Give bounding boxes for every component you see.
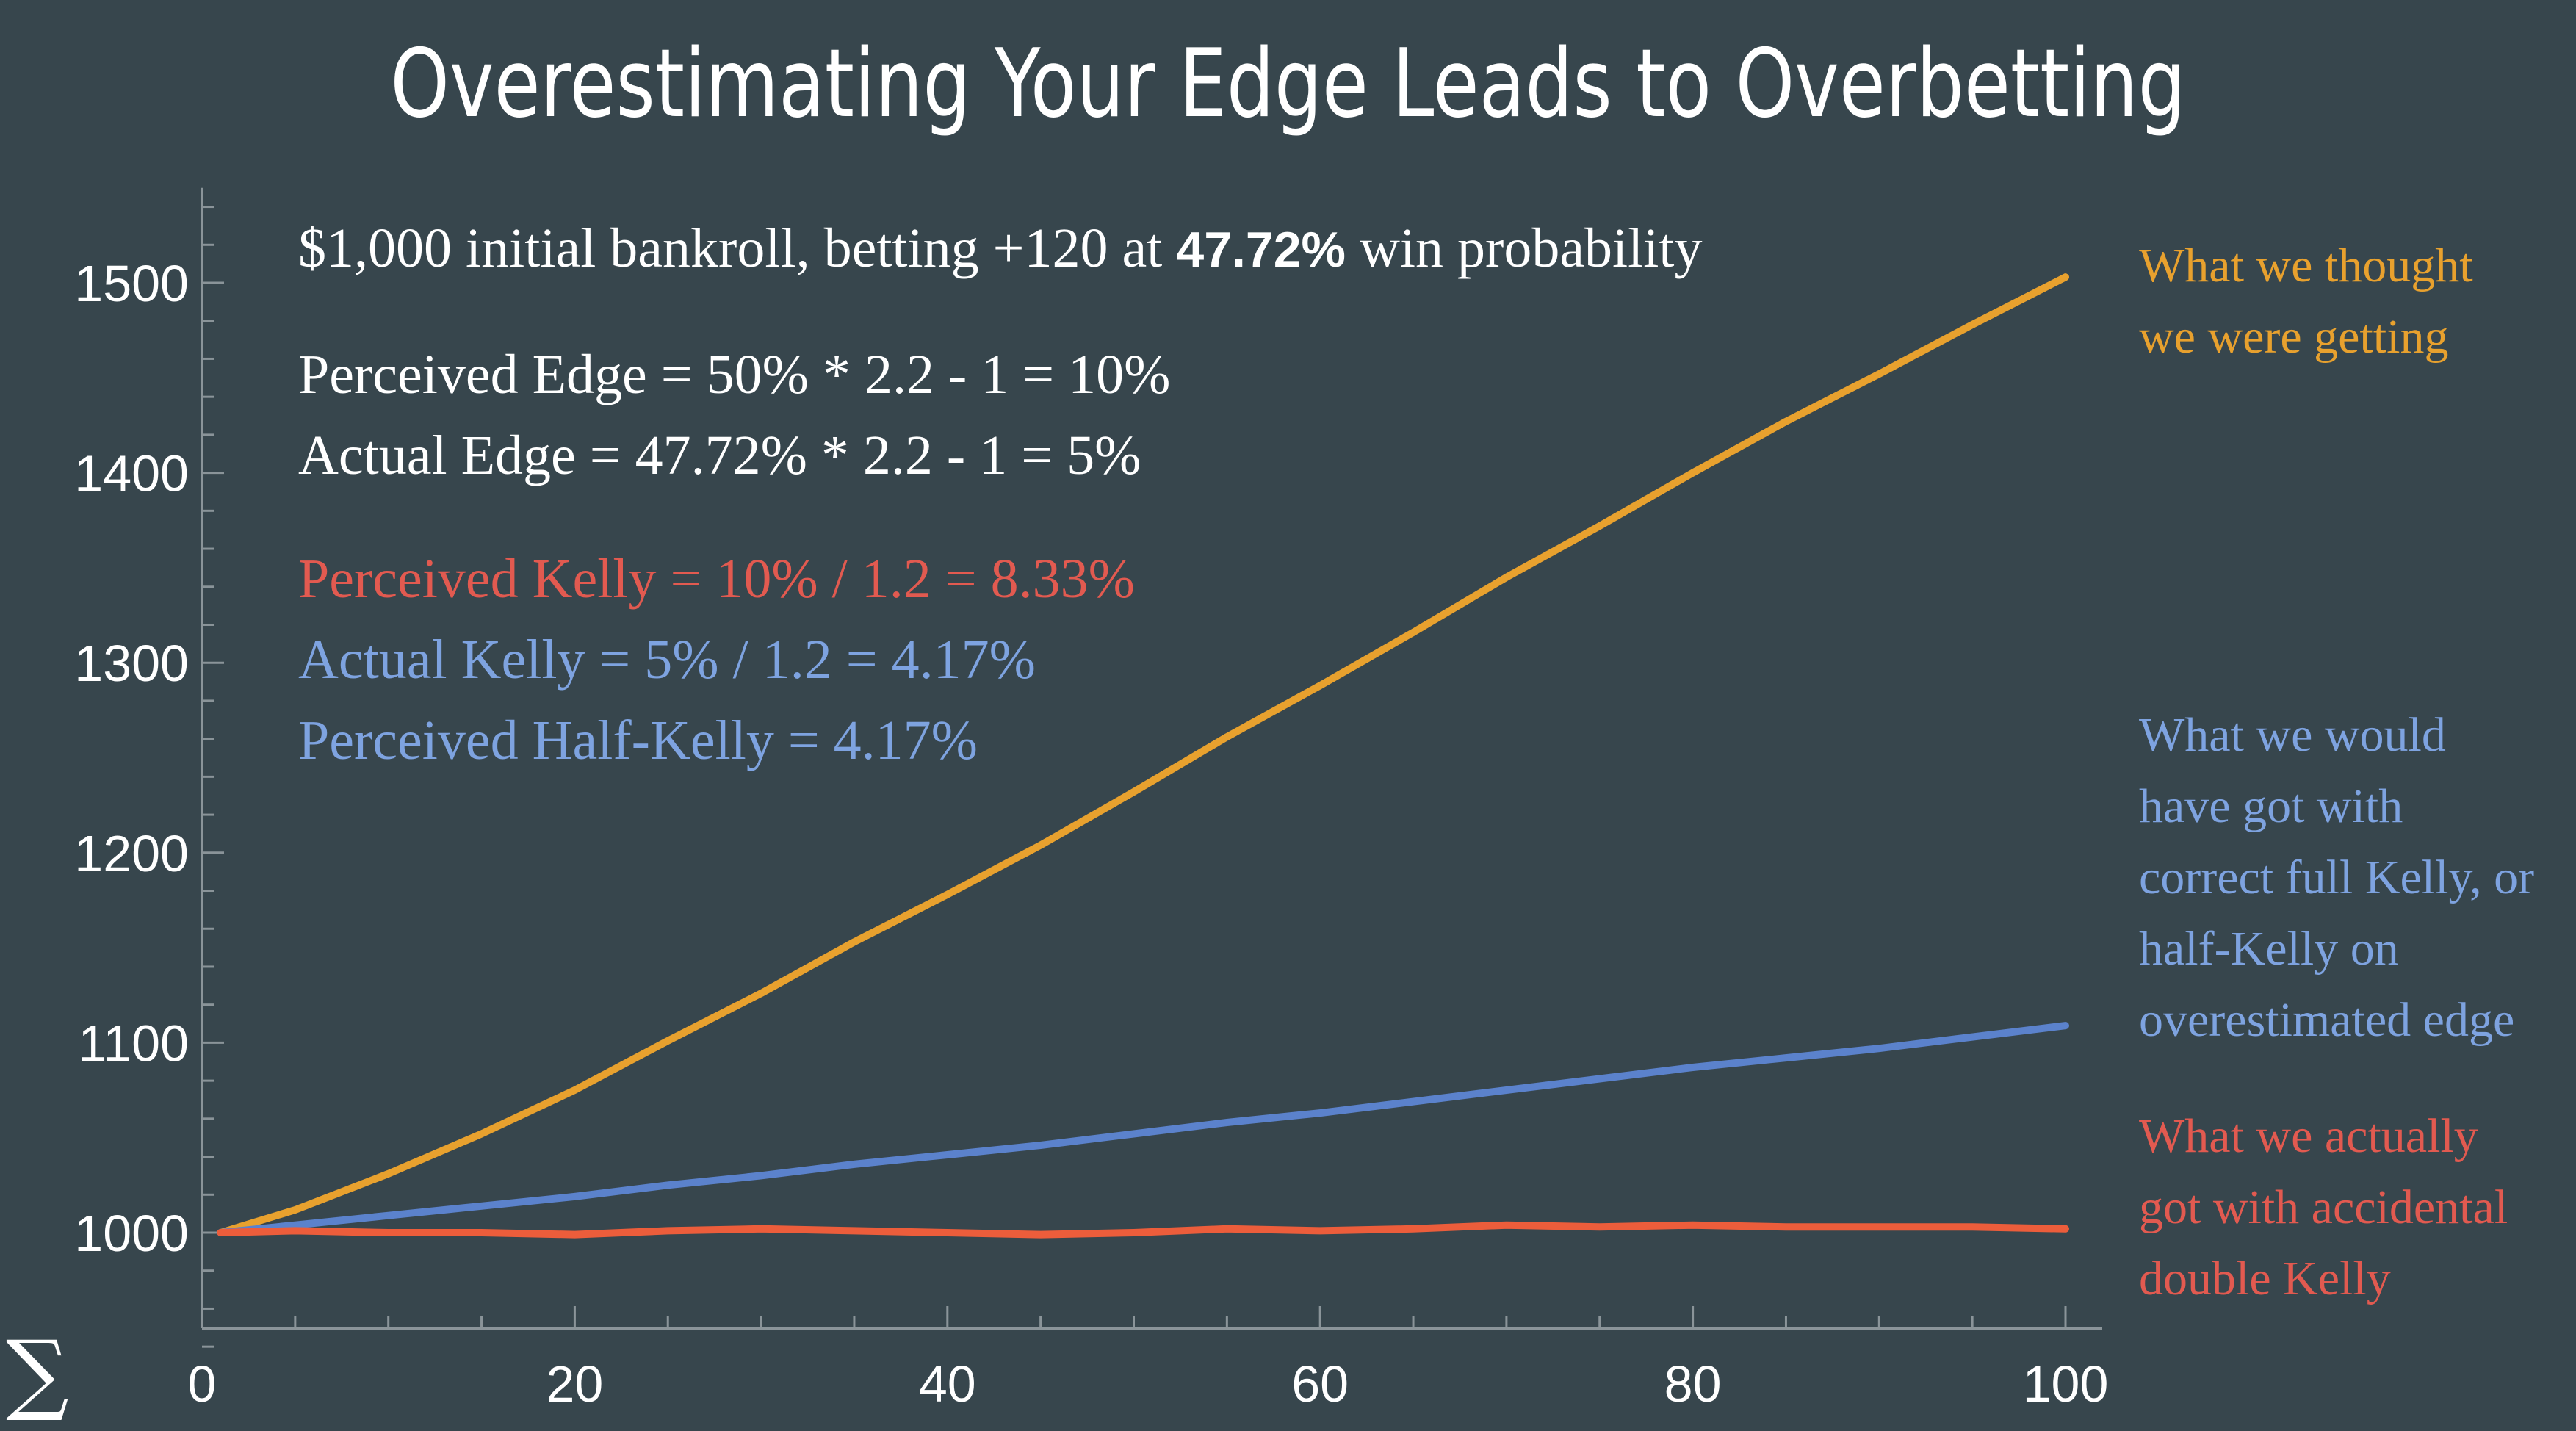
x-tick-label: 100 (2023, 1355, 2109, 1413)
actual-edge-annotation: Actual Edge = 47.72% * 2.2 - 1 = 5% (298, 425, 1141, 486)
blue-label-line: correct full Kelly, or (2139, 851, 2535, 904)
y-tick-label: 1500 (74, 255, 189, 312)
perceived-half-kelly-annotation: Perceived Half-Kelly = 4.17% (298, 710, 978, 771)
blue-label-line: overestimated edge (2139, 993, 2515, 1047)
blue-label-line: have got with (2139, 779, 2403, 833)
red-series-line (217, 1221, 2069, 1239)
series-lines (217, 273, 2069, 1239)
red-series-label: What we actually got with accidental dou… (2139, 1100, 2508, 1314)
y-tick-label: 1000 (74, 1205, 189, 1262)
x-tick-label: 60 (1291, 1355, 1349, 1413)
blue-series-line (217, 1022, 2069, 1236)
blue-label-line: What we would (2139, 708, 2446, 762)
x-tick-label: 20 (546, 1355, 603, 1413)
axes: 0 20 40 60 80 100 1000 1100 1200 1300 1400 1500 (74, 187, 2109, 1413)
y-tick-label: 1100 (78, 1014, 189, 1072)
orange-label-line: we were getting (2139, 310, 2449, 364)
orange-series-label: What we thought we were getting (2139, 230, 2473, 372)
orange-label-line: What we thought (2139, 239, 2473, 292)
win-probability: 47.72% (1176, 222, 1346, 278)
orange-series-line (217, 273, 2069, 1236)
actual-kelly-annotation: Actual Kelly = 5% / 1.2 = 4.17% (298, 629, 1036, 691)
perceived-edge-annotation: Perceived Edge = 50% * 2.2 - 1 = 10% (298, 344, 1171, 405)
x-tick-label: 40 (919, 1355, 976, 1413)
bankroll-text-suffix: win probability (1346, 217, 1703, 279)
x-tick-label: 80 (1664, 1355, 1722, 1413)
x-tick-label: 0 (188, 1355, 217, 1413)
blue-series-label: What we would have got with correct full… (2139, 699, 2534, 1056)
red-label-line: double Kelly (2139, 1252, 2391, 1305)
chart-title: Overestimating Your Edge Leads to Overbe… (390, 29, 2186, 139)
y-tick-label: 1300 (74, 635, 189, 692)
y-tick-label: 1200 (74, 825, 189, 882)
blue-label-line: half-Kelly on (2139, 922, 2399, 976)
perceived-kelly-annotation: Perceived Kelly = 10% / 1.2 = 8.33% (298, 548, 1135, 610)
red-label-line: got with accidental (2139, 1181, 2508, 1234)
sigma-logo: ∑ (6, 1322, 69, 1424)
y-tick-label: 1400 (74, 445, 189, 502)
bankroll-text-prefix: $1,000 initial bankroll, betting +120 at (298, 217, 1177, 279)
bankroll-annotation: $1,000 initial bankroll, betting +120 at… (298, 208, 1703, 290)
red-label-line: What we actually (2139, 1109, 2478, 1163)
